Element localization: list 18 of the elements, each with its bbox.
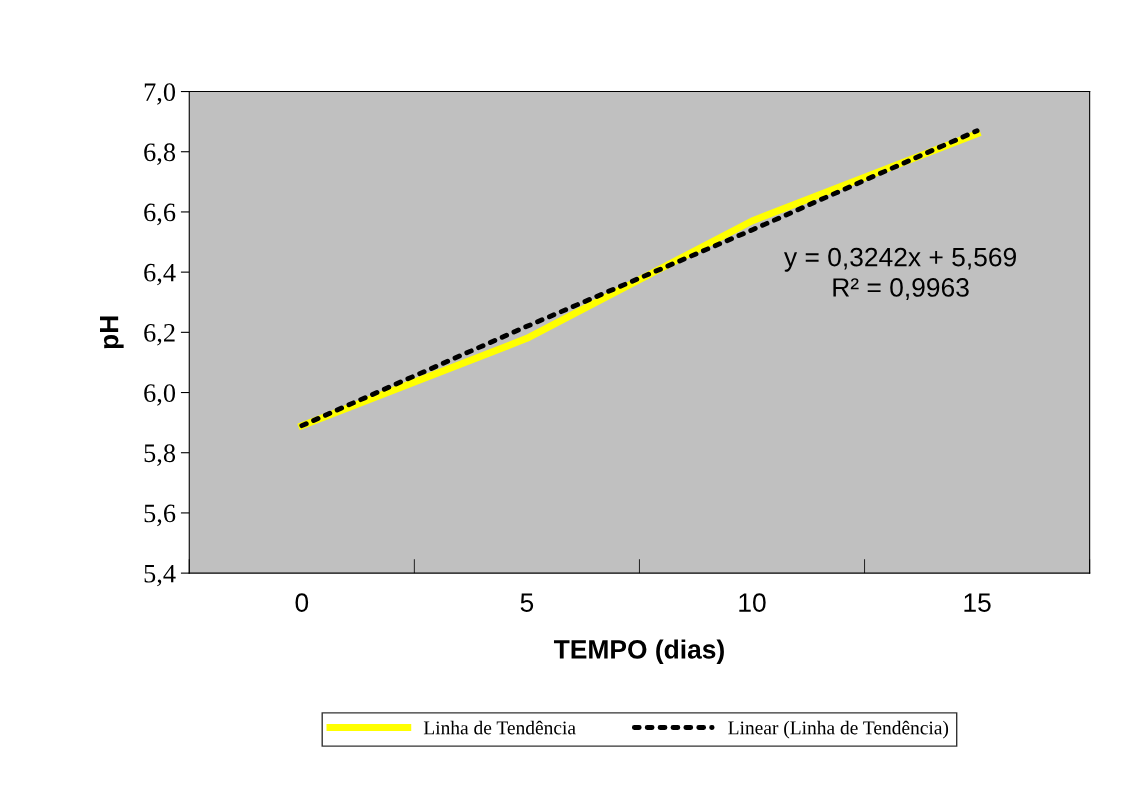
y-tick-label: 5,4 [144,564,176,587]
y-tick-label: 6,4 [144,263,176,286]
y-tick-label: 6,6 [144,203,176,226]
legend-label: Linha de Tendência [423,720,576,735]
y-tick-label: 7,0 [144,83,176,105]
x-tick-label: 0 [295,593,309,612]
y-tick-label: 6,8 [144,143,176,165]
x-axis-title: TEMPO (dias) [553,639,724,664]
y-axis-title: pH [100,316,124,349]
annotation: y = 0,3242x + 5,569 R² = 0,9963 [784,247,1016,300]
x-tick-label: 15 [964,593,991,612]
y-tick-label: 6,0 [144,384,176,406]
x-tick-label: 10 [739,593,766,612]
y-tick-label: 5,6 [144,504,176,527]
legend-label: Linear (Linha de Tendência) [728,720,949,739]
y-tick-label: 6,2 [144,324,175,346]
y-tick-label: 5,8 [144,444,176,466]
x-tick-label: 5 [520,593,534,612]
